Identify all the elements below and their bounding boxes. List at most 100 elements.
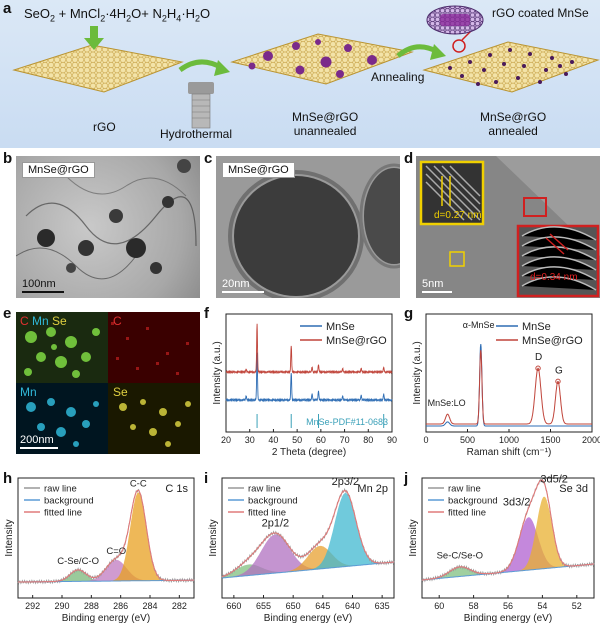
peak-label: 3d5/2	[540, 474, 568, 486]
fitted-line	[18, 489, 194, 583]
x-tick-label: 56	[503, 601, 513, 611]
annotation: MnSe:LO	[428, 398, 466, 408]
label-annealing: Annealing	[371, 70, 425, 84]
x-tick-label: 500	[460, 435, 475, 445]
x-tick-label: 290	[54, 601, 69, 611]
x-tick-label: 288	[84, 601, 99, 611]
legend-label: MnSe	[326, 321, 355, 333]
x-tick-label: 1000	[499, 435, 519, 445]
scalebar-d: 5nm	[422, 278, 452, 293]
x-axis-label: Raman shift (cm⁻¹)	[467, 447, 552, 458]
chart-title: Se 3d	[559, 483, 588, 495]
y-axis-label: Intensity	[4, 519, 15, 556]
data-point	[555, 378, 561, 385]
x-tick-label: 284	[142, 601, 157, 611]
tem-image-b	[16, 156, 200, 298]
panel-letter-h: h	[3, 470, 13, 487]
component-peak	[222, 545, 394, 578]
x-tick-label: 640	[345, 601, 360, 611]
legend-label: MnSe	[522, 321, 551, 333]
panel-letter-e: e	[3, 305, 12, 322]
scalebar-b: 100nm	[22, 278, 64, 293]
fitted-line	[221, 490, 395, 578]
component-peak	[18, 559, 194, 582]
annotation: G	[555, 365, 563, 376]
series-line	[225, 352, 393, 403]
panel-letter-j: j	[404, 470, 409, 487]
inset1-label: d=0.27 nm	[434, 210, 482, 221]
hrtem-d-texture	[416, 156, 600, 298]
legend-label: MnSe@rGO	[326, 335, 387, 347]
panel-letter-g: g	[404, 305, 414, 322]
peak-label: Se-C/Se-O	[437, 550, 483, 561]
x-axis-label: Binding energy (eV)	[464, 613, 552, 624]
scalebar-e: 200nm	[20, 434, 58, 449]
panel-letter-c: c	[204, 150, 213, 167]
x-tick-label: 80	[363, 435, 373, 445]
scalebar-c: 20nm	[222, 278, 264, 293]
x-tick-label: 30	[245, 435, 255, 445]
component-peak	[18, 492, 194, 582]
panel-letter-i: i	[204, 470, 209, 487]
component-peak	[222, 493, 394, 578]
tem-image-c	[216, 156, 400, 298]
y-axis-label: Intensity	[408, 519, 419, 556]
y-axis-label: Intensity (a.u.)	[212, 341, 223, 404]
component-peak	[422, 496, 594, 580]
x-axis-label: 2 Theta (degree)	[272, 447, 346, 458]
eds-c-label: C	[113, 314, 122, 328]
chart-xps-se3d: 60 58 56 54 52 Binding energy (eV) Intensity ra…	[408, 474, 595, 624]
mnse-particles-small	[448, 48, 574, 86]
autoclave-icon	[188, 82, 214, 129]
panel-letter-d: d	[404, 150, 414, 167]
x-tick-label: 650	[286, 601, 301, 611]
legend-label: raw line	[248, 484, 281, 495]
eds-overlay-label: C Mn Se	[20, 314, 67, 328]
series-line	[225, 323, 393, 375]
x-axis-label: Binding energy (eV)	[264, 613, 352, 624]
x-tick-label: 90	[387, 435, 397, 445]
hrtem-image-d	[416, 156, 600, 298]
curved-arrow-icon	[178, 59, 224, 73]
x-tick-label: 282	[172, 601, 187, 611]
data-point	[535, 365, 541, 371]
x-tick-label: 50	[292, 435, 302, 445]
legend-label: fitted line	[44, 508, 82, 519]
legend-label: background	[248, 496, 298, 507]
label-rgo-coated: rGO coated MnSe	[492, 6, 589, 20]
x-tick-label: 0	[423, 435, 428, 445]
plot-frame	[225, 313, 393, 433]
panel-letter-b: b	[3, 150, 13, 167]
peak-label: C-Se/C-O	[57, 556, 99, 567]
x-tick-label: 655	[256, 601, 271, 611]
reaction-equation: SeO2 + MnCl2·4H2O+ N2H4·H2O	[24, 6, 211, 24]
plot-frame	[17, 477, 195, 599]
peak-label: 3d3/2	[503, 496, 531, 508]
eds-se-label: Se	[113, 385, 128, 399]
series-line	[426, 350, 592, 425]
legend-label: raw line	[448, 484, 481, 495]
x-tick-label: 60	[434, 601, 444, 611]
x-tick-label: 52	[572, 601, 582, 611]
peak-label: C=O	[106, 546, 126, 557]
legend-label: raw line	[44, 484, 77, 495]
tem-b-texture	[16, 159, 197, 280]
x-tick-label: 660	[226, 601, 241, 611]
label-annealed: MnSe@rGO annealed	[480, 110, 547, 138]
annotation: α-MnSe	[463, 320, 495, 330]
peak-label: 2p1/2	[262, 517, 290, 529]
tag-b: MnSe@rGO	[22, 162, 95, 178]
mnse-particles-large	[248, 39, 377, 78]
panel-letter-f: f	[204, 305, 209, 322]
schematic-graphics	[12, 5, 600, 129]
chart-xps-c1s: 292 290 288 286 284 282 Binding energy (eV) Int…	[4, 477, 195, 624]
x-tick-label: 635	[375, 601, 390, 611]
down-arrow-icon	[84, 26, 104, 50]
legend-label: fitted line	[248, 508, 286, 519]
background-line	[421, 563, 595, 581]
panel-letter-a: a	[3, 0, 12, 17]
annotation: D	[535, 352, 542, 363]
label-unannealed: MnSe@rGO unannealed	[292, 110, 359, 138]
plot-frame	[425, 313, 593, 433]
peak-label: 2p3/2	[332, 476, 360, 488]
